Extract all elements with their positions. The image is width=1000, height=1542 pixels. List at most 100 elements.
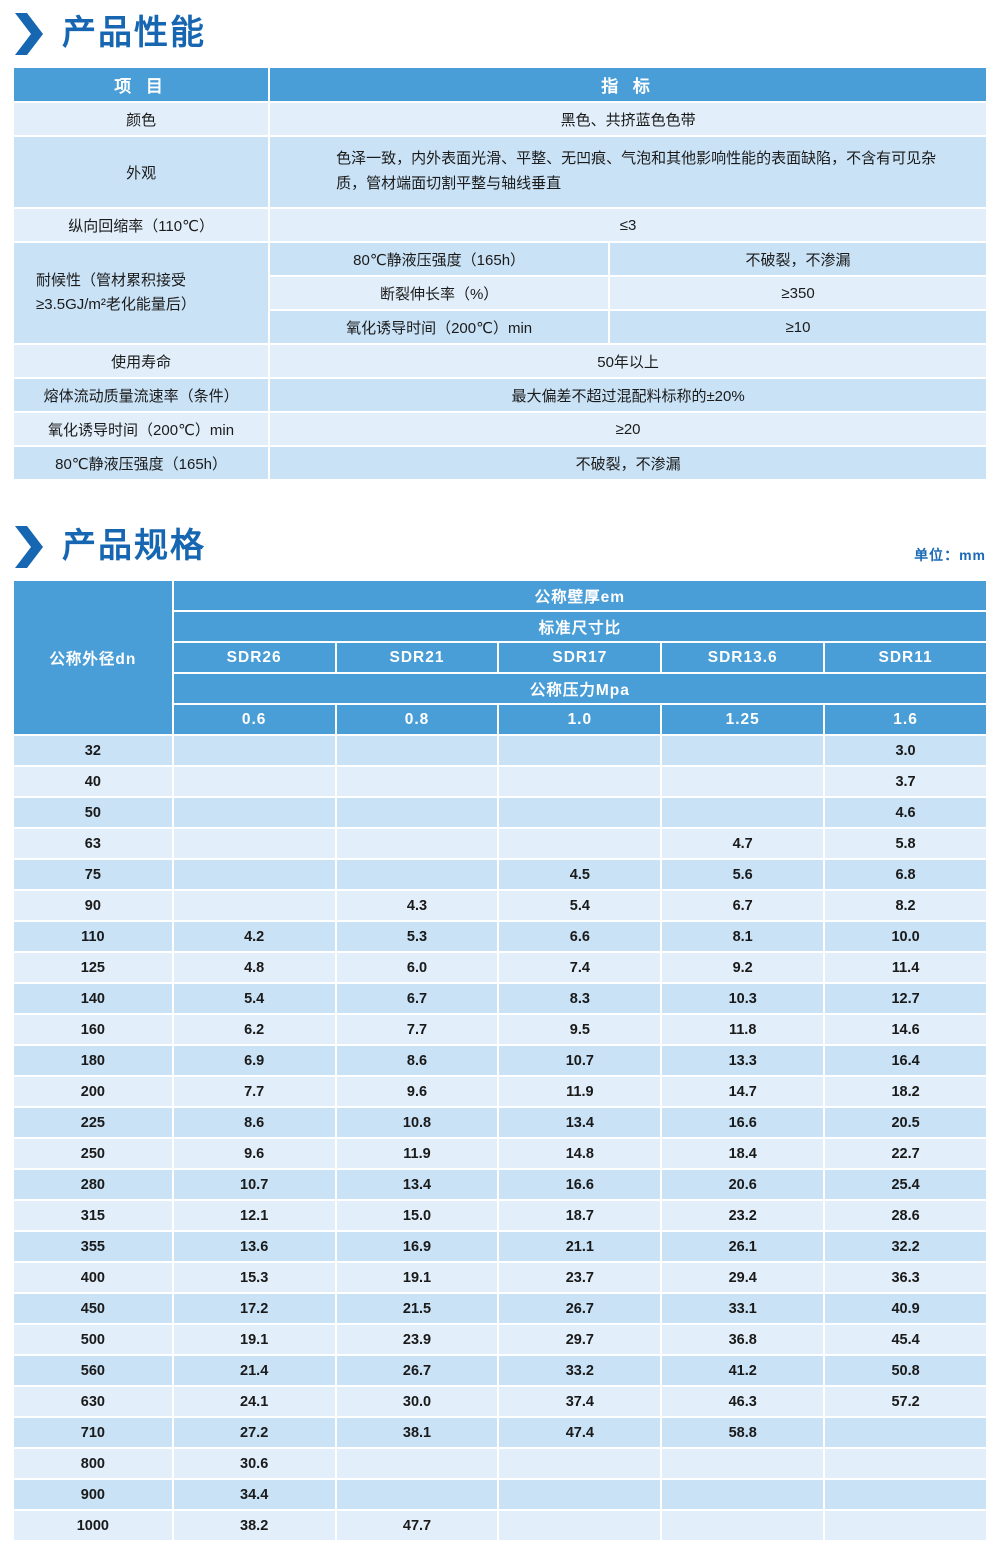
spec-row: 315 12.1 15.0 18.7 23.2 28.6 [12, 1199, 988, 1232]
thickness-value: 8.6 [334, 1044, 500, 1077]
row-label: 熔体流动质量流速率（条件） [11, 377, 271, 413]
corner-header: 公称外径dn [12, 579, 174, 736]
thickness-value [823, 1478, 988, 1511]
spec-row: 710 27.2 38.1 47.4 58.8 [12, 1416, 988, 1449]
thickness-value: 40.9 [823, 1292, 988, 1325]
thickness-value: 38.1 [334, 1416, 500, 1449]
spec-row: 50 4.6 [12, 796, 988, 829]
dn-value: 250 [12, 1137, 174, 1170]
thickness-value [171, 827, 337, 860]
row-value: 色泽一致，内外表面光滑、平整、无凹痕、气泡和其他影响性能的表面缺陷，不含有可见杂… [268, 135, 988, 209]
thickness-value: 21.4 [171, 1354, 337, 1387]
thickness-value: 34.4 [171, 1478, 337, 1511]
thickness-value: 15.3 [171, 1261, 337, 1294]
spec-row: 500 19.1 23.9 29.7 36.8 45.4 [12, 1323, 988, 1356]
row-label: 外观 [11, 135, 271, 209]
thickness-value [334, 1478, 500, 1511]
thickness-value [497, 796, 663, 829]
spec-header-row-3: SDR26 SDR21 SDR17 SDR13.6 SDR11 [13, 641, 988, 674]
row-value: 最大偏差不超过混配料标称的±20% [268, 377, 988, 413]
thickness-value: 16.6 [660, 1106, 826, 1139]
thickness-value: 36.8 [660, 1323, 826, 1356]
thickness-value: 28.6 [823, 1199, 988, 1232]
thickness-value: 13.6 [171, 1230, 337, 1263]
thickness-value: 47.4 [497, 1416, 663, 1449]
dn-value: 63 [12, 827, 174, 860]
thickness-value: 23.2 [660, 1199, 826, 1232]
sdr-label: SDR11 [823, 641, 988, 674]
perf-row-weather-1: 耐候性（管材累积接受≥3.5GJ/m²老化能量后） 80℃静液压强度（165h）… [11, 241, 988, 345]
thickness-value: 10.7 [171, 1168, 337, 1201]
sub-row-label: 80℃静液压强度（165h） [268, 241, 611, 277]
dn-value: 110 [12, 920, 174, 953]
thickness-value: 26.7 [334, 1354, 500, 1387]
thickness-value: 5.6 [660, 858, 826, 891]
spec-row: 1000 38.2 47.7 [12, 1509, 988, 1542]
thickness-value: 20.6 [660, 1168, 826, 1201]
chevron-icon [15, 13, 43, 55]
thickness-value: 19.1 [171, 1323, 337, 1356]
col-header-spec: 指 标 [268, 66, 988, 103]
thickness-value: 13.4 [497, 1106, 663, 1139]
thickness-value: 6.6 [497, 920, 663, 953]
thickness-value: 13.4 [334, 1168, 500, 1201]
thickness-value [171, 889, 337, 922]
thickness-value [497, 1478, 663, 1511]
spec-row: 560 21.4 26.7 33.2 41.2 50.8 [12, 1354, 988, 1387]
thickness-value: 27.2 [171, 1416, 337, 1449]
dn-value: 630 [12, 1385, 174, 1418]
thickness-value: 12.7 [823, 982, 988, 1015]
thickness-value: 20.5 [823, 1106, 988, 1139]
dn-value: 180 [12, 1044, 174, 1077]
spec-row: 180 6.9 8.6 10.7 13.3 16.4 [12, 1044, 988, 1077]
spec-row: 110 4.2 5.3 6.6 8.1 10.0 [12, 920, 988, 953]
pressure-value: 0.8 [334, 703, 500, 736]
thickness-value: 29.4 [660, 1261, 826, 1294]
perf-row-oxidation: 氧化诱导时间（200℃）min ≥20 [11, 411, 988, 447]
thickness-value: 9.6 [171, 1137, 337, 1170]
dn-value: 90 [12, 889, 174, 922]
thickness-value [334, 827, 500, 860]
thickness-value: 7.7 [334, 1013, 500, 1046]
thickness-value [660, 1447, 826, 1480]
weather-group-label: 耐候性（管材累积接受≥3.5GJ/m²老化能量后） [11, 241, 271, 345]
thickness-value: 4.3 [334, 889, 500, 922]
thickness-value: 16.9 [334, 1230, 500, 1263]
thickness-value: 30.6 [171, 1447, 337, 1480]
row-label: 纵向回缩率（110℃） [11, 207, 271, 243]
dn-value: 75 [12, 858, 174, 891]
pressure-value: 1.25 [660, 703, 826, 736]
thickness-value: 6.7 [660, 889, 826, 922]
dn-value: 450 [12, 1292, 174, 1325]
thickness-value: 5.4 [171, 982, 337, 1015]
sdr-label: SDR13.6 [660, 641, 826, 674]
thickness-value [334, 734, 500, 767]
thickness-value: 8.2 [823, 889, 988, 922]
sub-row-value: ≥10 [608, 309, 988, 345]
dn-value: 200 [12, 1075, 174, 1108]
thickness-value: 37.4 [497, 1385, 663, 1418]
thickness-value: 10.0 [823, 920, 988, 953]
thickness-value: 18.2 [823, 1075, 988, 1108]
thickness-value: 33.2 [497, 1354, 663, 1387]
perf-row-appearance: 外观 色泽一致，内外表面光滑、平整、无凹痕、气泡和其他影响性能的表面缺陷，不含有… [11, 135, 988, 209]
spec-row: 90 4.3 5.4 6.7 8.2 [12, 889, 988, 922]
perf-row-color: 颜色 黑色、共挤蓝色色带 [11, 101, 988, 137]
thickness-value [823, 1447, 988, 1480]
thickness-value [171, 765, 337, 798]
thickness-value: 26.7 [497, 1292, 663, 1325]
thickness-value: 18.7 [497, 1199, 663, 1232]
thickness-value: 30.0 [334, 1385, 500, 1418]
thickness-value: 11.4 [823, 951, 988, 984]
perf-row-lifetime: 使用寿命 50年以上 [11, 343, 988, 379]
thickness-value: 5.8 [823, 827, 988, 860]
pressure-value: 1.6 [823, 703, 988, 736]
thickness-value: 7.4 [497, 951, 663, 984]
thickness-value: 19.1 [334, 1261, 500, 1294]
sub-row-label: 氧化诱导时间（200℃）min [268, 309, 611, 345]
thickness-value [334, 1447, 500, 1480]
section-title-performance: 产品性能 [62, 14, 206, 53]
dn-value: 900 [12, 1478, 174, 1511]
spec-row: 225 8.6 10.8 13.4 16.6 20.5 [12, 1106, 988, 1139]
spec-row: 900 34.4 [12, 1478, 988, 1511]
